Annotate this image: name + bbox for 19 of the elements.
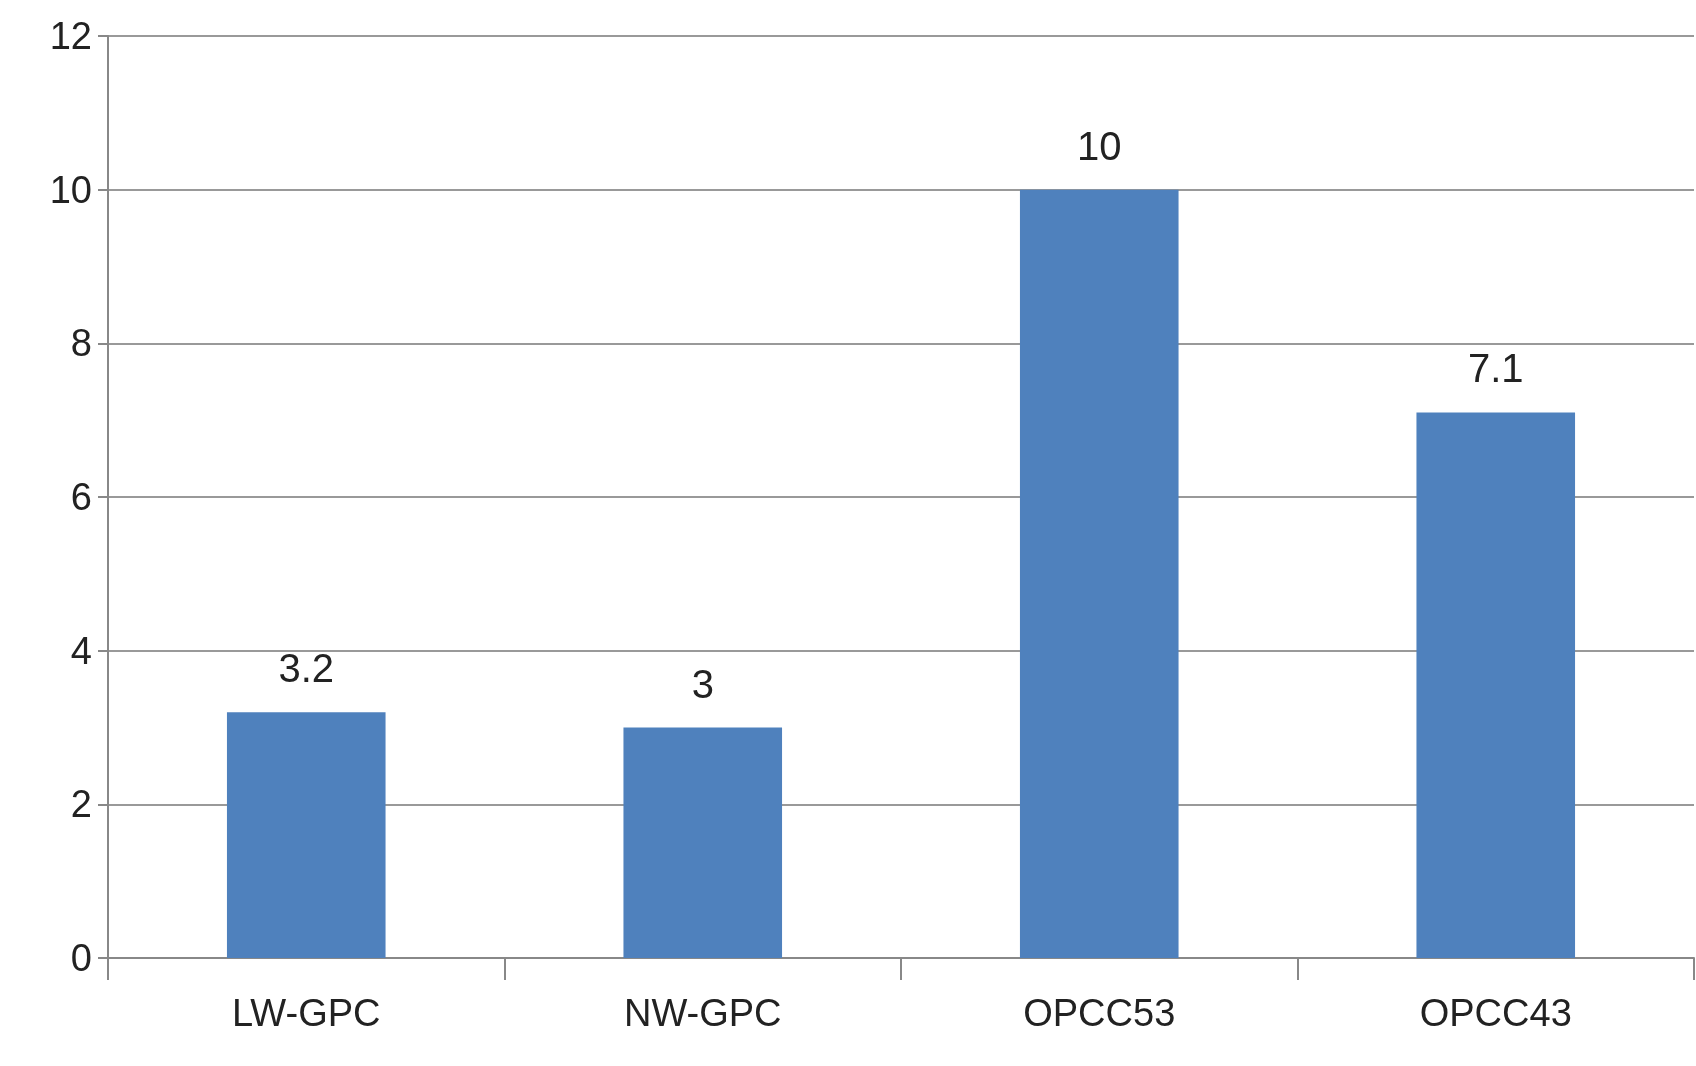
y-tick-label: 6 — [70, 476, 92, 518]
y-tick-label: 4 — [70, 629, 92, 672]
data-label: 10 — [1077, 123, 1122, 168]
bar — [623, 727, 783, 958]
bar — [1019, 189, 1179, 958]
data-label: 7.1 — [1467, 346, 1524, 391]
y-tick-label: 12 — [49, 15, 92, 57]
bar — [226, 712, 386, 958]
y-tick-label: 8 — [70, 322, 92, 365]
y-tick-label: 2 — [70, 783, 92, 826]
x-tick-label: LW-GPC — [232, 992, 381, 1034]
y-tick-label: 0 — [70, 937, 92, 979]
data-label: 3.2 — [278, 646, 335, 691]
y-tick-label: 10 — [49, 168, 92, 211]
x-tick-label: OPCC43 — [1419, 992, 1572, 1034]
data-label: 3 — [691, 661, 714, 706]
x-tick-label: NW-GPC — [623, 992, 782, 1034]
x-tick-label: OPCC53 — [1023, 992, 1176, 1034]
bar — [1416, 412, 1576, 958]
